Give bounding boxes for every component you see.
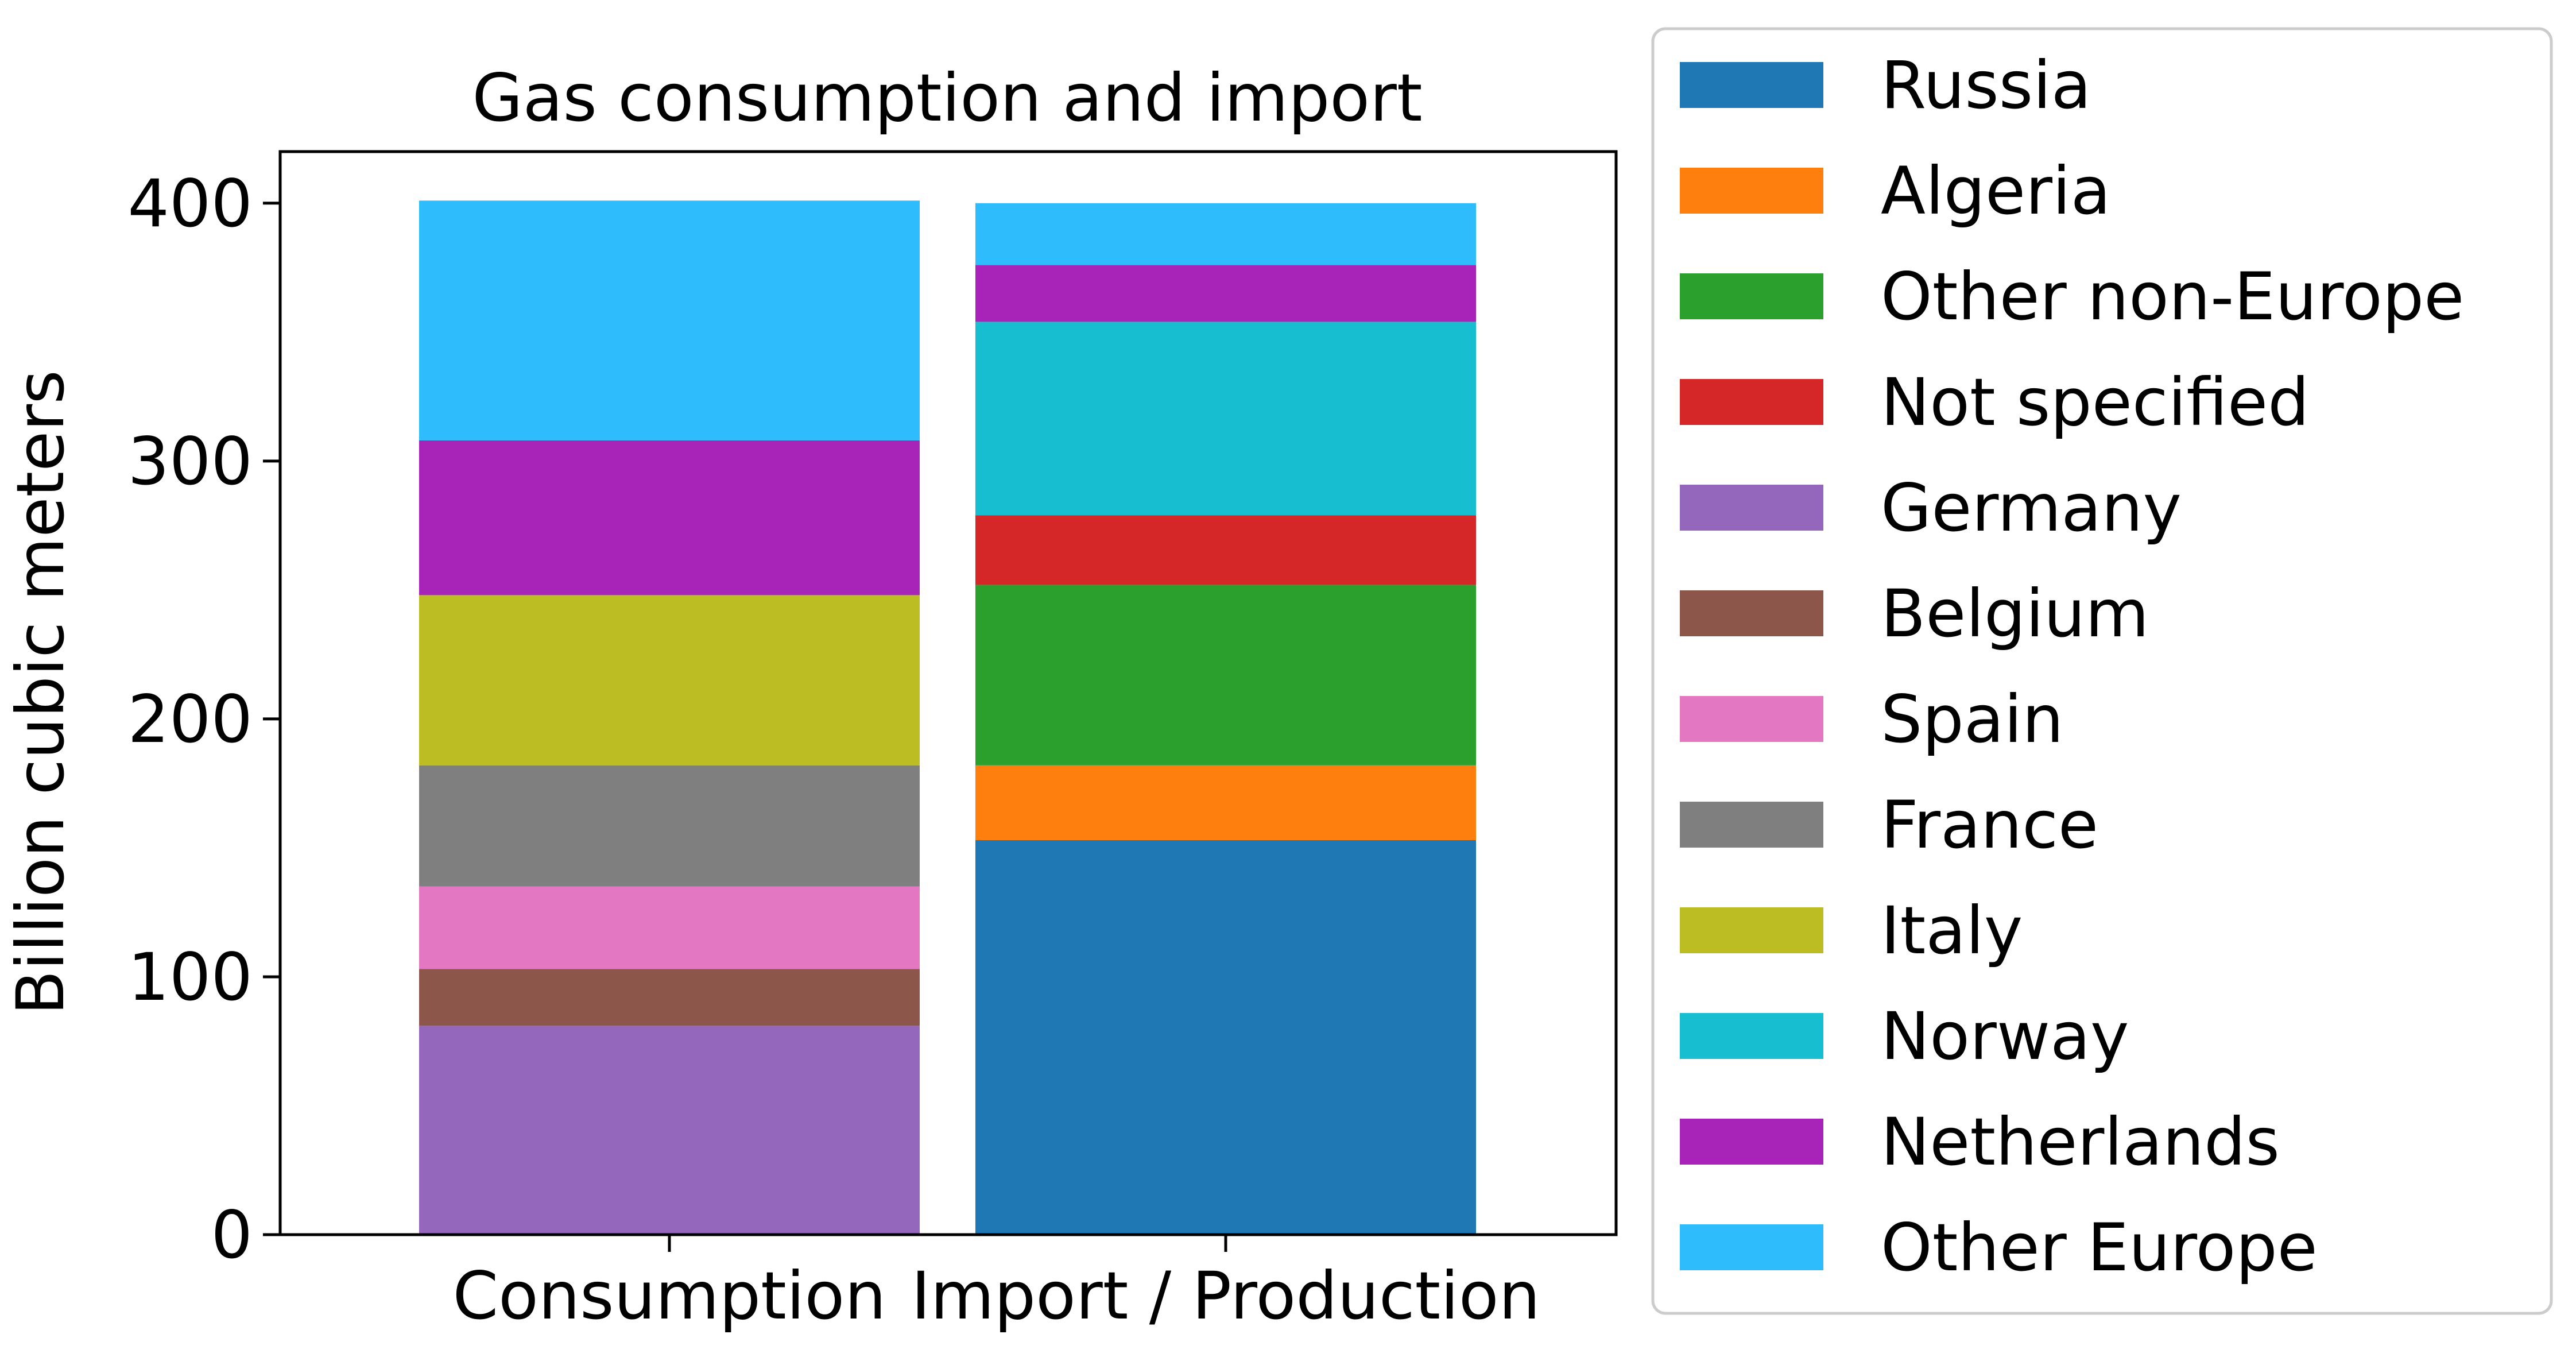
bar-segment (975, 765, 1476, 840)
legend-swatch (1680, 590, 1823, 636)
legend-swatch (1680, 802, 1823, 848)
bar-segment (419, 969, 920, 1026)
bar-segment (419, 886, 920, 969)
legend-label: Other non-Europe (1881, 258, 2464, 335)
bar-segment (975, 322, 1476, 516)
x-tick-label: Import / Production (911, 1258, 1540, 1334)
legend-swatch (1680, 907, 1823, 953)
y-axis: 0 100 200 300 400 (127, 165, 280, 1273)
legend-label: Italy (1881, 892, 2023, 969)
legend-label: Germany (1881, 470, 2182, 546)
plot-frame (278, 150, 1618, 1236)
legend-swatch (1680, 62, 1823, 108)
bar-segment (419, 595, 920, 765)
legend-label: Algeria (1881, 153, 2111, 229)
bar-segment (419, 1026, 920, 1235)
legend-label: France (1881, 787, 2098, 863)
legend: Russia Algeria Other non-Europe Not specifi… (1651, 27, 2553, 1315)
y-tick-label: 300 (127, 423, 253, 500)
legend-label: Netherlands (1881, 1104, 2280, 1180)
legend-label: Belgium (1881, 575, 2149, 652)
legend-swatch (1680, 1013, 1823, 1059)
legend-swatch (1680, 485, 1823, 531)
legend-swatch (1680, 1224, 1823, 1270)
bar-segment (975, 203, 1476, 265)
bar-segment (419, 200, 920, 440)
x-axis: Consumption Import / Production (452, 1235, 1540, 1334)
legend-label: Norway (1881, 998, 2129, 1074)
bars-layer (419, 200, 1476, 1235)
legend-swatch (1680, 696, 1823, 742)
bar-segment (975, 515, 1476, 585)
legend-label: Not specified (1881, 364, 2310, 440)
x-tick-label: Consumption (452, 1258, 886, 1334)
legend-swatch (1680, 273, 1823, 319)
y-tick-label: 400 (127, 165, 253, 242)
legend-label: Other Europe (1881, 1209, 2318, 1286)
legend-frame (1651, 27, 2553, 1315)
legend-swatch (1680, 379, 1823, 425)
y-tick-label: 200 (127, 681, 253, 757)
chart-title: Gas consumption and import (472, 60, 1422, 136)
legend-swatch (1680, 168, 1823, 214)
legend-label: Russia (1881, 47, 2091, 123)
y-tick-label: 100 (127, 939, 253, 1015)
bar-segment (419, 765, 920, 887)
y-axis-label: Billion cubic meters (2, 370, 79, 1015)
bar-segment (975, 585, 1476, 765)
legend-swatch (1680, 1119, 1823, 1165)
legend-label: Spain (1881, 681, 2064, 757)
bar-segment (975, 840, 1476, 1235)
bar-segment (419, 440, 920, 596)
y-tick-label: 0 (211, 1197, 253, 1273)
bar-segment (975, 265, 1476, 322)
